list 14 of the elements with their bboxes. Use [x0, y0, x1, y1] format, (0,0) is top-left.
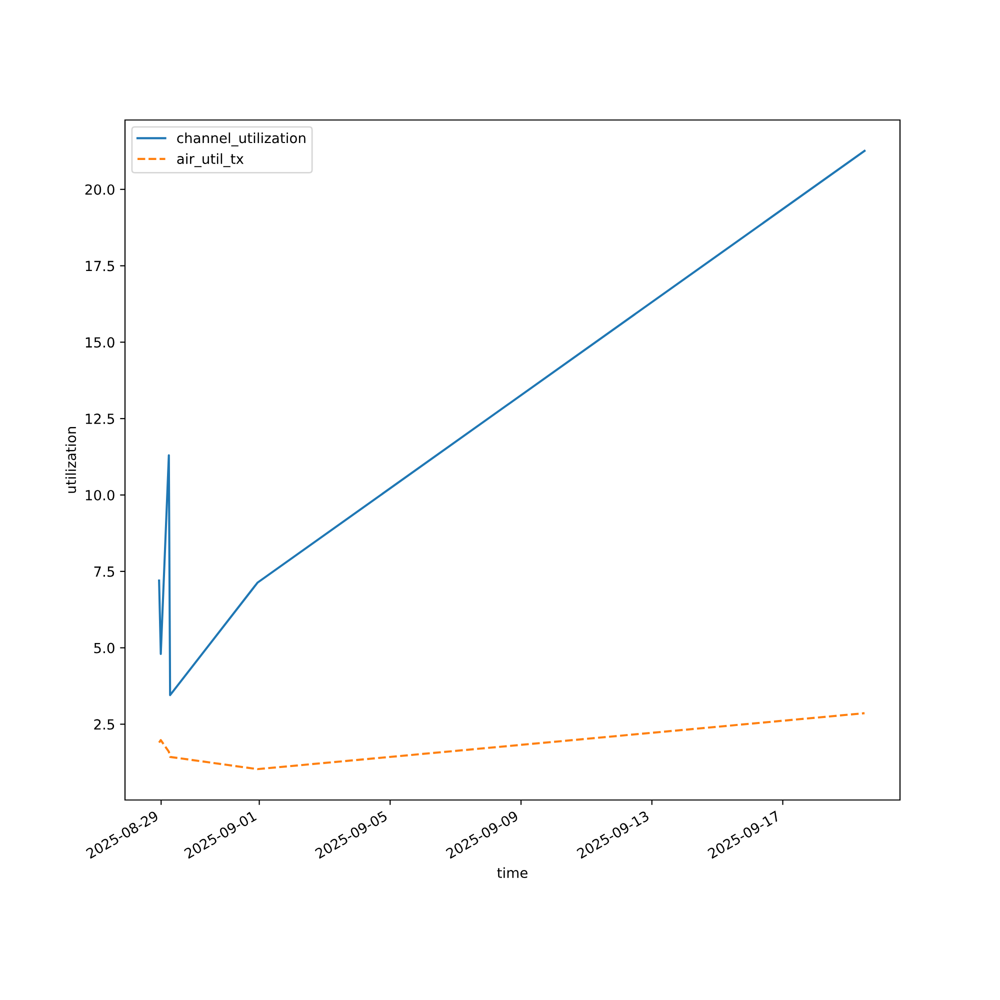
y-tick-label: 12.5	[86, 414, 114, 424]
line-series	[158, 150, 866, 696]
y-tick-label: 7.5	[94, 566, 114, 577]
y-tick-label: 15.0	[86, 337, 114, 348]
legend-label: channel_utilization	[177, 132, 306, 146]
line-series	[158, 712, 866, 770]
y-tick-label: 5.0	[94, 642, 114, 654]
y-tick-label: 20.0	[85, 184, 114, 195]
y-tick-label: 10.0	[86, 490, 114, 500]
y-tick-label: 17.5	[86, 260, 114, 272]
x-axis-title: time	[497, 867, 528, 878]
legend-label: air_util_tx	[177, 153, 244, 168]
y-axis-title: utilization	[65, 427, 76, 493]
y-tick-label: 2.5	[94, 719, 114, 730]
